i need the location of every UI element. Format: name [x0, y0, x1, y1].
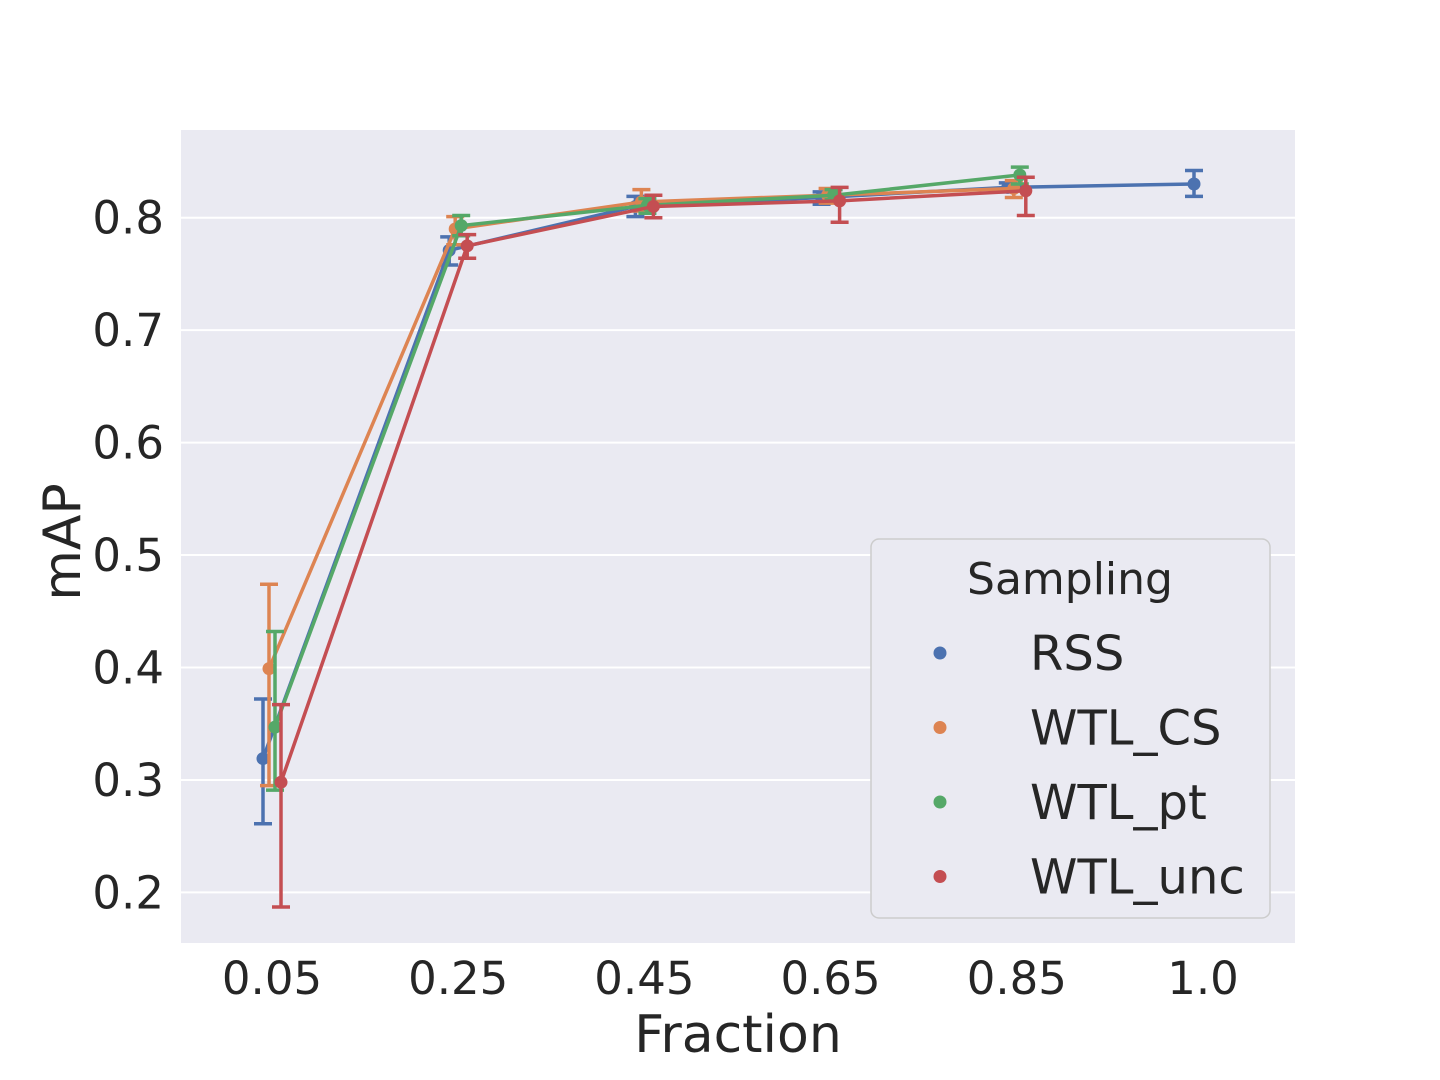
legend-label: WTL_unc	[1030, 850, 1245, 906]
y-tick-label: 0.2	[92, 866, 164, 919]
x-axis-title: Fraction	[634, 1005, 842, 1065]
y-tick-labels: 0.2 0.3 0.4 0.5 0.6 0.7 0.8	[92, 192, 164, 920]
x-tick-label: 0.65	[780, 952, 880, 1005]
y-tick-label: 0.6	[92, 417, 164, 470]
data-point	[833, 194, 847, 208]
data-point	[460, 239, 474, 253]
series-wtl-unc	[272, 175, 1035, 909]
data-point	[1019, 184, 1033, 198]
y-axis-title: mAP	[33, 483, 93, 601]
legend-marker	[933, 721, 947, 734]
legend-marker	[933, 646, 947, 660]
x-tick-label: 0.25	[408, 952, 508, 1005]
legend-marker	[933, 795, 947, 809]
x-tick-label: 0.85	[967, 952, 1067, 1005]
data-point	[646, 199, 660, 213]
data-point	[274, 775, 288, 789]
data-point	[262, 662, 276, 676]
x-tick-label: 1.0	[1167, 952, 1239, 1005]
legend: Sampling RSS WTL_CS WTL_pt WTL_unc	[870, 538, 1271, 919]
series-layer	[254, 165, 1203, 909]
data-point	[268, 720, 282, 734]
y-tick-label: 0.8	[92, 192, 164, 245]
data-point	[454, 219, 468, 233]
legend-label: RSS	[1030, 626, 1124, 682]
legend-marker	[933, 870, 947, 883]
x-tick-label: 0.45	[594, 952, 694, 1005]
x-tick-label: 0.05	[222, 952, 322, 1005]
grid-lines	[181, 216, 1295, 894]
legend-box	[870, 538, 1271, 919]
data-point	[256, 752, 270, 766]
data-point	[1187, 177, 1201, 191]
legend-title: Sampling	[967, 554, 1173, 605]
x-tick-labels: 0.05 0.25 0.45 0.65 0.85 1.0	[222, 952, 1239, 1005]
legend-label: WTL_CS	[1030, 701, 1222, 757]
y-tick-label: 0.5	[92, 529, 164, 582]
y-tick-label: 0.4	[92, 642, 164, 695]
legend-label: WTL_pt	[1030, 775, 1207, 831]
y-tick-label: 0.7	[92, 304, 164, 357]
y-tick-label: 0.3	[92, 754, 164, 807]
